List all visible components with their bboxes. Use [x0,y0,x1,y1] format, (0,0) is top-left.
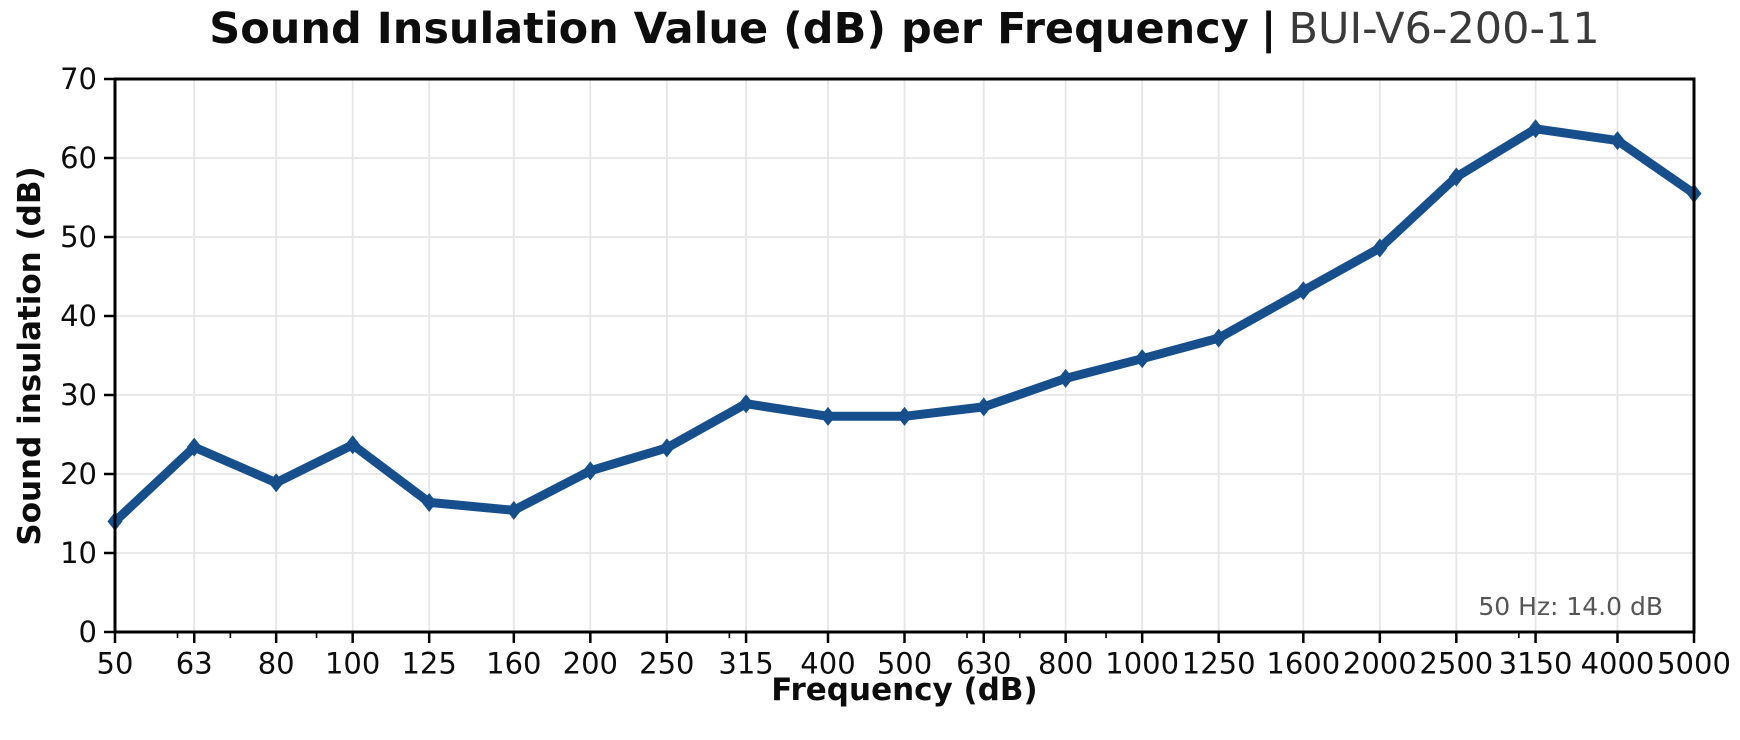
data-point-marker [345,435,361,455]
data-point-marker [1528,119,1544,139]
y-tick-label: 60 [60,141,97,175]
y-tick-label: 40 [60,299,97,333]
plot-frame [113,77,1696,634]
y-axis-label: Sound insulation (dB) [12,166,48,546]
x-tick-label: 4000 [1581,647,1655,681]
x-axis-label: Frequency (dB) [771,672,1038,708]
data-point-marker [1295,281,1311,301]
y-tick-label: 50 [60,220,97,254]
data-point-marker [421,492,437,512]
data-point-marker [186,437,202,457]
chart-title-main: Sound Insulation Value (dB) per Frequenc… [209,4,1249,54]
x-tick-label: 315 [718,647,773,681]
x-tick-label: 200 [563,647,618,681]
x-tick-label: 500 [877,647,932,681]
data-point-marker [506,500,522,520]
y-tick-label: 0 [79,615,97,649]
chart-title-code: BUI-V6-200-11 [1288,4,1600,54]
x-tick-label: 125 [401,647,456,681]
y-tick-label: 20 [60,457,97,491]
x-tick-label: 2000 [1343,647,1417,681]
x-tick-label: 160 [486,647,541,681]
data-point-marker [582,461,598,481]
data-point-marker [268,473,284,493]
x-tick-label: 250 [639,647,694,681]
x-tick-label: 2500 [1419,647,1493,681]
y-tick-label: 30 [60,378,97,412]
data-point-marker [659,438,675,458]
x-tick-label: 1600 [1266,647,1340,681]
annotation-50hz: 50 Hz: 14.0 dB [1478,592,1663,621]
x-tick-label: 3150 [1499,647,1573,681]
x-tick-label: 100 [325,647,380,681]
x-tick-label: 5000 [1657,647,1731,681]
data-point-marker [976,397,992,417]
x-tick-label: 50 [97,647,134,681]
x-tick-label: 800 [1038,647,1093,681]
x-tick-label: 400 [800,647,855,681]
x-tick-label: 630 [956,647,1011,681]
data-point-marker [1211,328,1227,348]
y-tick-label: 10 [60,536,97,570]
y-tick-label: 70 [60,62,97,96]
data-point-marker [897,406,912,426]
data-point-marker [1134,349,1150,369]
chart-title: Sound Insulation Value (dB) per Frequenc… [115,4,1694,54]
x-tick-label: 63 [176,647,213,681]
x-tick-label: 80 [258,647,295,681]
data-point-marker [1058,368,1074,388]
data-point-marker [1609,131,1625,151]
data-point-marker [738,394,754,414]
x-tick-label: 1250 [1182,647,1256,681]
chart-title-separator: | [1260,4,1277,54]
x-tick-label: 1000 [1105,647,1179,681]
data-point-marker [1372,238,1388,258]
data-point-marker [1448,167,1464,187]
data-point-marker [820,406,836,426]
